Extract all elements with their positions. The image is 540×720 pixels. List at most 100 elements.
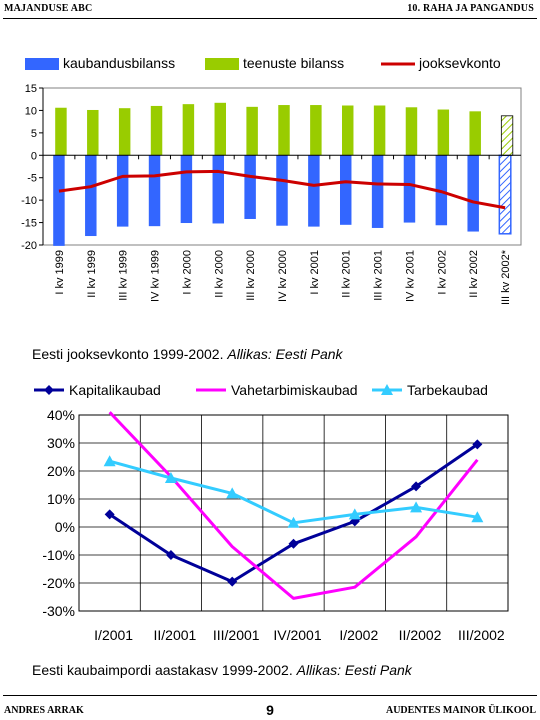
chart2-y-tick-label: 10% [47,491,75,507]
services-balance-bar [373,105,386,156]
legend-marker-diamond [44,385,54,395]
chart1-x-tick-label: IV kv 2001 [404,250,416,302]
services-balance-bar [182,104,195,156]
chart1-x-tick-label: III kv 2001 [373,250,385,301]
chart2-y-tick-label: 0% [55,519,75,535]
figure2-caption: Eesti kaubaimpordi aastakasv 1999-2002. … [32,662,412,678]
chart1-x-tick-label: III kv 2000 [245,250,257,301]
chart1-y-tick-label: 0 [31,150,37,162]
legend-label: kaubandusbilanss [63,55,175,71]
trade-balance-bar [116,155,129,227]
trade-balance-bar [276,155,288,226]
trade-balance-bar [180,155,193,224]
chart2-marker-triangle [410,501,423,513]
services-balance-bar [341,105,354,156]
chart1-y-tick-label: 15 [25,83,37,95]
chart2-x-tick-label: III/2001 [213,627,260,643]
chart2-x-tick-label: I/2001 [94,627,133,643]
legend-marker-triangle [381,384,393,395]
chart2-x-tick-label: IV/2001 [273,627,321,643]
legend-swatch [205,58,239,70]
trade-balance-bar [212,155,225,224]
page-number: 9 [266,702,274,718]
chart1-y-tick-label: 5 [31,128,37,140]
chart2-y-tick-label: 30% [47,435,75,451]
chart2-marker-triangle [287,516,300,528]
figure1-caption-text: Eesti jooksevkonto 1999-2002. [32,346,224,362]
legend-label: teenuste bilanss [243,55,344,71]
chart1-x-tick-label: II kv 2000 [213,250,225,298]
trade-balance-bar [403,155,416,223]
chart2-marker-triangle [348,508,361,520]
chart1-x-tick-label: I kv 2002 [436,250,448,295]
chart1-x-tick-label: I kv 1999 [54,250,66,295]
chart2-marker-diamond [104,509,115,520]
chart1-x-tick-label: II kv 2001 [341,250,353,298]
chart2-marker-diamond [227,576,238,587]
chart1-y-tick-label: -5 [27,173,37,185]
chart1-x-tick-label: II kv 2002 [468,250,480,298]
figure2-caption-text: Eesti kaubaimpordi aastakasv 1999-2002. [32,662,293,678]
chart2-marker-triangle [103,455,116,467]
legend-label: Tarbekaubad [407,382,488,398]
chart1-x-tick-label: I kv 2001 [309,250,321,295]
chart1-y-tick-label: -15 [21,218,37,230]
trade-balance-bar [53,155,65,246]
chart2-x-tick-label: III/2002 [458,627,505,643]
chart1-x-tick-label: IV kv 2000 [277,250,289,302]
services-balance-bar [55,107,67,156]
services-balance-bar [437,109,450,156]
chart1-x-tick-label: III kv 2002* [500,249,512,305]
footer-author: ANDRES ARRAK [4,705,84,716]
chart1-x-tick-label: IV kv 1999 [150,250,162,302]
services-balance-bar [500,115,514,156]
services-balance-bar [150,105,163,156]
figure-current-account: kaubandusbilanss teenuste bilanss jooksevk… [15,48,525,338]
chart2-marker-diamond [165,550,176,560]
figure1-caption: Eesti jooksevkonto 1999-2002. Allikas: E… [32,346,343,362]
chart2-marker-diamond [411,481,422,492]
services-balance-bar [405,107,418,156]
chart2-x-tick-label: II/2002 [399,627,442,643]
header-rule [3,18,537,19]
chart1-x-tick-label: I kv 2000 [181,250,193,295]
services-balance-bar [469,111,481,156]
services-balance-bar [214,102,227,156]
trade-balance-bar [244,155,256,219]
legend-label: Vahetarbimiskaubad [231,382,358,398]
chart2-y-tick-label: 40% [47,407,75,423]
legend-label: Kapitalikaubad [69,382,161,398]
chart1-x-tick-label: II kv 1999 [86,250,98,298]
running-header-right: 10. RAHA JA PANGANDUS [407,3,534,14]
current-account-chart: kaubandusbilanss teenuste bilanss jooksevk… [21,55,522,305]
legend-swatch [25,58,59,70]
services-balance-bar [246,106,258,156]
trade-balance-bar [467,155,479,232]
chart1-legend: kaubandusbilanss teenuste bilanss jooksevk… [25,55,501,71]
footer-rule [3,695,537,696]
chart2-y-tick-label: -30% [42,603,75,619]
footer-institution: AUDENTES MAINOR ÜLIKOOL [385,705,536,716]
chart1-x-tick-label: III kv 1999 [118,250,130,301]
chart2-x-tick-label: II/2001 [154,627,197,643]
running-header-left: MAJANDUSE ABC [4,3,93,14]
chart2-marker-diamond [472,439,483,450]
chart2-x-tick-label: I/2002 [339,627,378,643]
current-account-line [58,169,506,210]
services-balance-bar [87,109,99,156]
figure2-source: Allikas: Eesti Pank [296,662,412,678]
services-balance-bar [310,105,322,156]
chart2-y-tick-label: 20% [47,463,75,479]
chart1-y-tick-label: -20 [21,240,37,252]
chart2-marker-triangle [164,472,177,483]
trade-balance-bar [308,155,320,227]
chart2-y-tick-label: -20% [42,575,75,591]
trade-balance-bar [498,154,512,235]
trade-balance-bar [148,155,161,227]
chart1-y-tick-label: -10 [21,195,37,207]
trade-balance-bar [339,155,352,225]
chart2-marker-triangle [226,487,239,499]
services-balance-bar [118,108,131,156]
chart2-y-tick-label: -10% [42,547,75,563]
trade-balance-bar [85,155,97,237]
